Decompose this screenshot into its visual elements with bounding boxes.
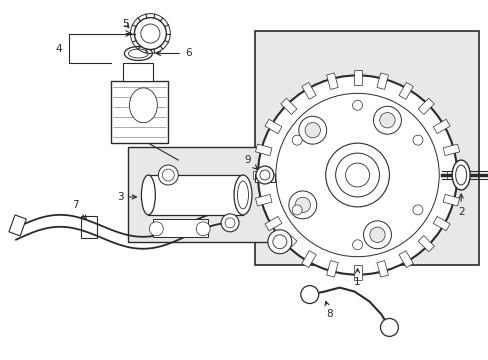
Circle shape — [379, 113, 394, 128]
Circle shape — [149, 222, 163, 236]
Polygon shape — [326, 261, 338, 277]
Bar — [110, 81, 168, 143]
Text: 5: 5 — [122, 19, 128, 28]
Circle shape — [141, 24, 160, 43]
Circle shape — [224, 218, 235, 228]
Circle shape — [255, 166, 273, 184]
Polygon shape — [264, 119, 282, 134]
Polygon shape — [280, 98, 296, 114]
Polygon shape — [442, 144, 459, 156]
Ellipse shape — [234, 175, 251, 215]
Bar — [123, 63, 153, 81]
Polygon shape — [353, 265, 361, 280]
Circle shape — [412, 205, 422, 215]
Circle shape — [300, 285, 318, 303]
Polygon shape — [398, 251, 412, 267]
Polygon shape — [255, 144, 271, 156]
Polygon shape — [432, 119, 449, 134]
Circle shape — [272, 235, 286, 249]
Circle shape — [288, 191, 316, 219]
Circle shape — [158, 165, 178, 185]
Bar — [128, 147, 282, 242]
Polygon shape — [442, 194, 459, 206]
Circle shape — [380, 319, 398, 336]
Circle shape — [352, 240, 362, 250]
Bar — [254, 31, 478, 265]
Circle shape — [221, 214, 239, 232]
Bar — [254, 174, 274, 182]
Circle shape — [294, 197, 310, 212]
Bar — [148, 175, 243, 215]
Circle shape — [345, 163, 369, 187]
Ellipse shape — [141, 175, 155, 215]
Circle shape — [352, 100, 362, 110]
Circle shape — [369, 227, 385, 242]
Polygon shape — [353, 71, 361, 85]
Circle shape — [305, 122, 320, 138]
Polygon shape — [264, 216, 282, 231]
Polygon shape — [447, 171, 461, 179]
Ellipse shape — [451, 160, 469, 190]
Polygon shape — [417, 98, 433, 114]
Bar — [81, 216, 96, 238]
Text: 3: 3 — [117, 192, 136, 202]
Bar — [153, 219, 208, 237]
Text: 6: 6 — [156, 49, 191, 58]
Polygon shape — [326, 73, 338, 89]
Text: 4: 4 — [55, 44, 62, 54]
Circle shape — [196, 222, 210, 236]
Circle shape — [134, 18, 166, 50]
Circle shape — [162, 169, 174, 181]
Ellipse shape — [455, 165, 466, 185]
Ellipse shape — [129, 88, 157, 123]
Polygon shape — [432, 216, 449, 231]
Polygon shape — [376, 261, 387, 277]
Polygon shape — [301, 82, 316, 99]
Circle shape — [363, 221, 390, 249]
Circle shape — [298, 116, 326, 144]
Circle shape — [258, 75, 456, 275]
Polygon shape — [301, 251, 316, 267]
Polygon shape — [376, 73, 387, 89]
Polygon shape — [280, 235, 296, 252]
Circle shape — [335, 153, 379, 197]
Text: 1: 1 — [353, 269, 360, 287]
Ellipse shape — [128, 49, 148, 58]
Polygon shape — [255, 194, 271, 206]
Text: 8: 8 — [325, 301, 332, 319]
Circle shape — [260, 170, 269, 180]
Circle shape — [373, 106, 401, 134]
Bar — [9, 215, 26, 236]
Circle shape — [275, 93, 438, 257]
Ellipse shape — [237, 181, 248, 209]
Polygon shape — [252, 171, 267, 179]
Circle shape — [325, 143, 388, 207]
Circle shape — [412, 135, 422, 145]
Text: 2: 2 — [457, 194, 464, 217]
Polygon shape — [398, 82, 412, 99]
Text: 7: 7 — [72, 200, 86, 220]
Circle shape — [292, 205, 302, 215]
Ellipse shape — [124, 46, 152, 60]
Circle shape — [292, 135, 302, 145]
Polygon shape — [417, 235, 433, 252]
Circle shape — [267, 230, 291, 254]
Text: 9: 9 — [244, 155, 257, 169]
